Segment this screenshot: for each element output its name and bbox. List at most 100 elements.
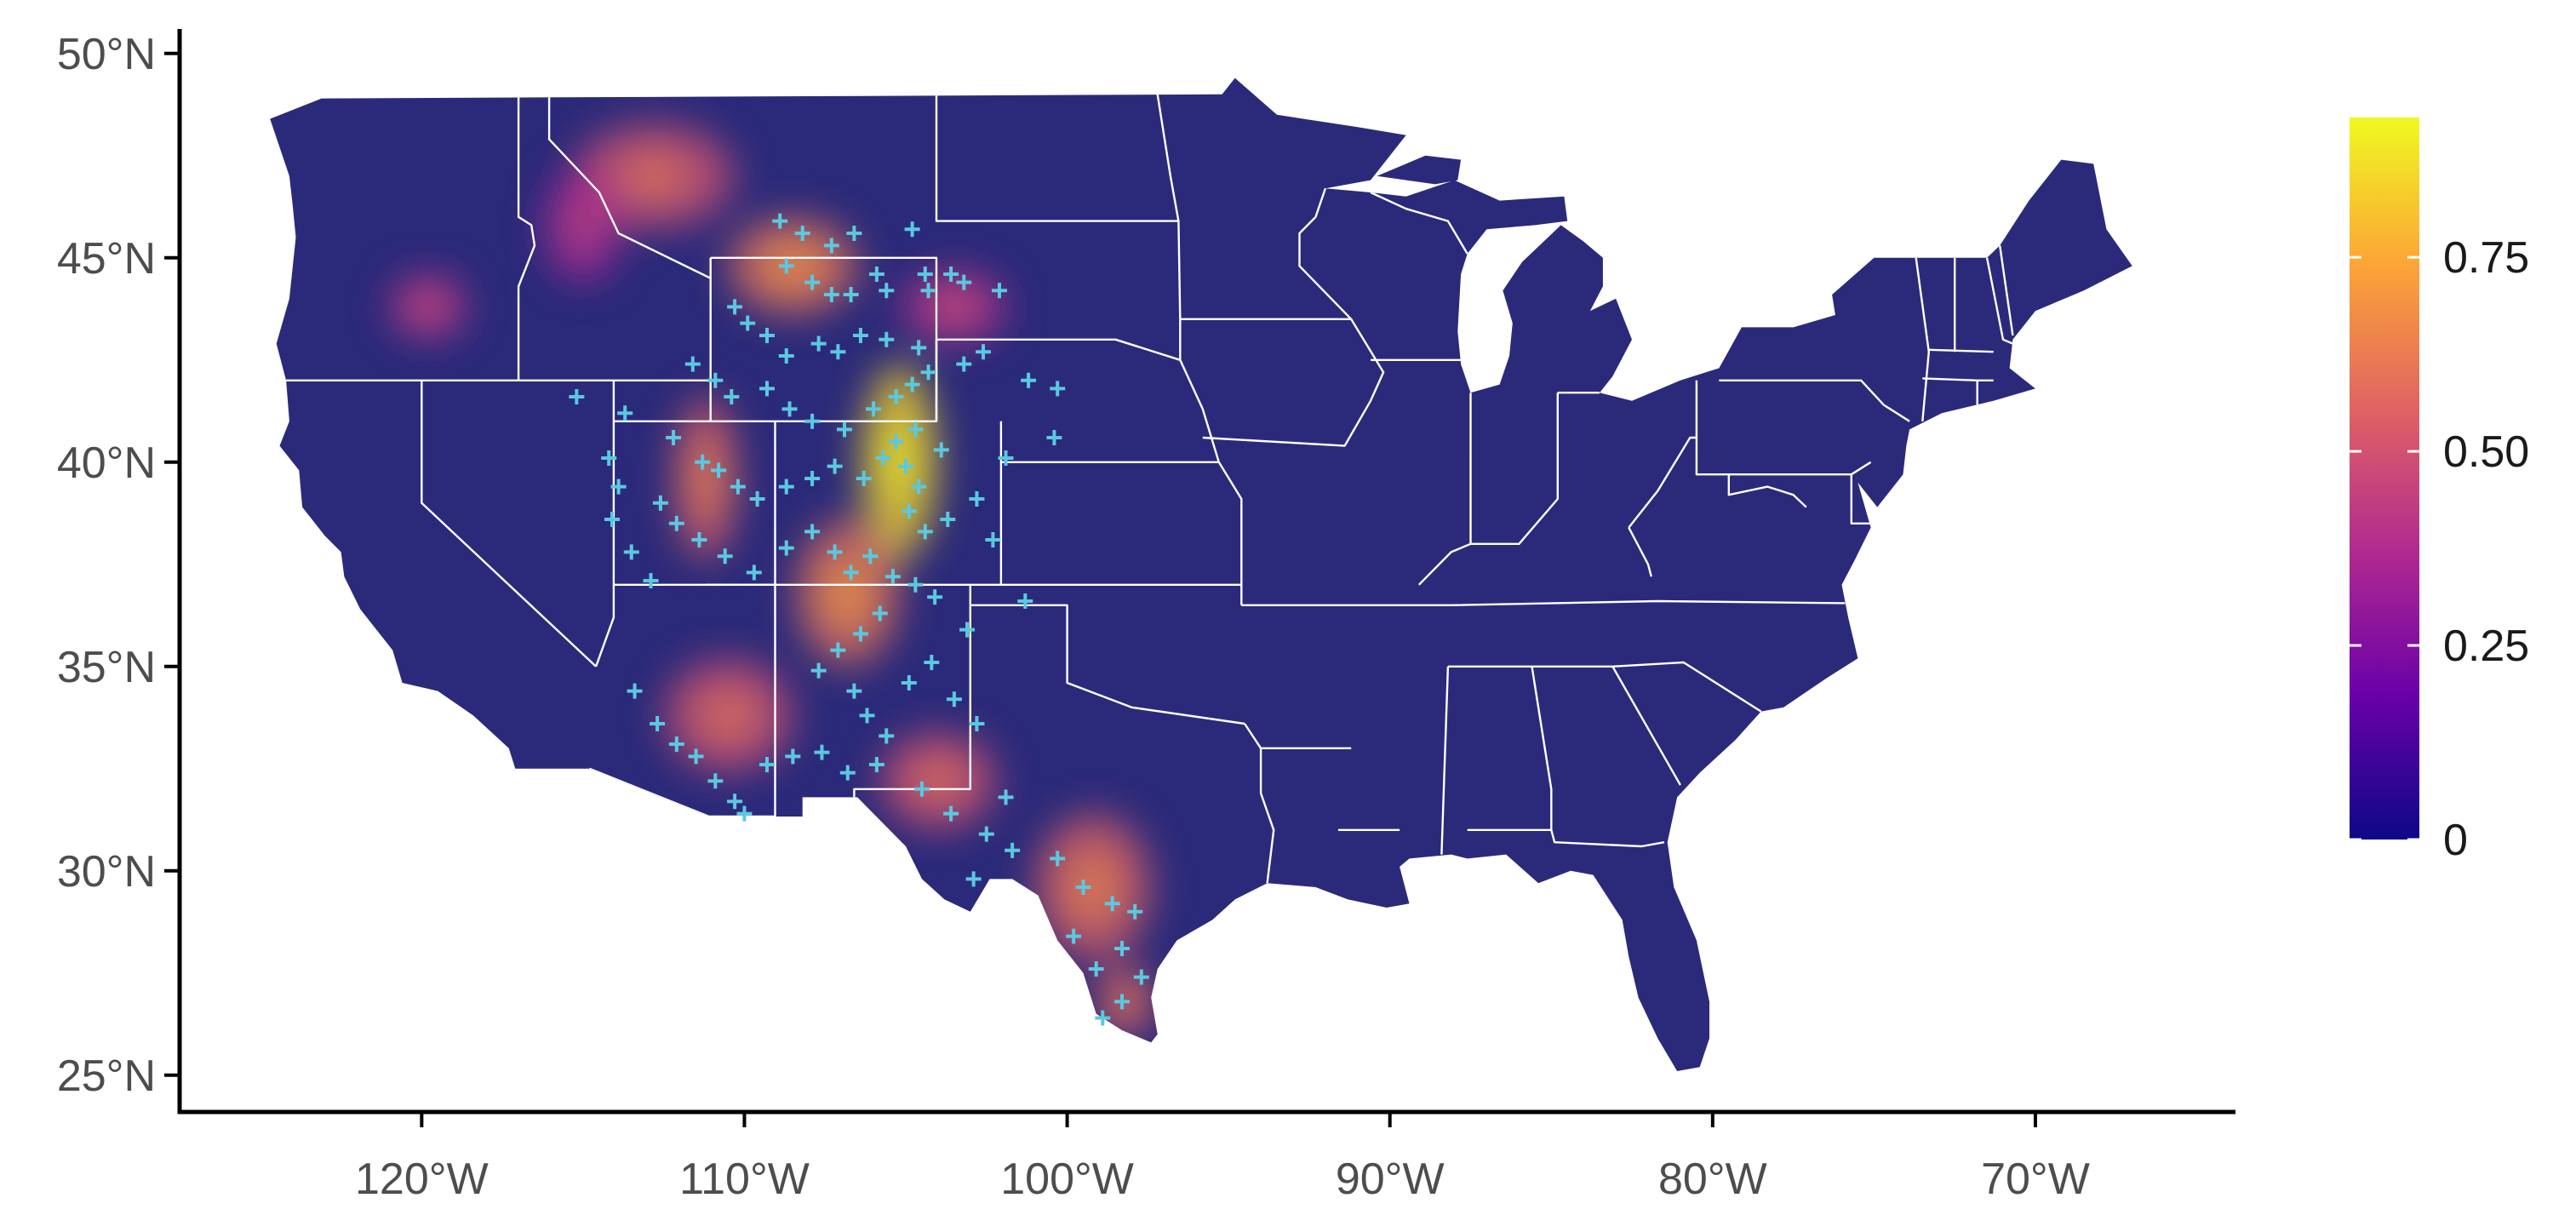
- observation-marker: [740, 315, 756, 331]
- x-tick-label: 90°W: [1336, 1155, 1445, 1204]
- observation-marker: [978, 826, 994, 842]
- observation-marker: [727, 794, 743, 810]
- observation-marker: [866, 401, 882, 417]
- observation-marker: [1127, 903, 1143, 920]
- observation-marker: [759, 381, 775, 397]
- observation-marker: [879, 283, 895, 299]
- intensity-core-3: [824, 559, 872, 627]
- observation-markers: [569, 213, 1149, 1026]
- observation-marker: [778, 540, 794, 556]
- state-border-2: [421, 380, 597, 668]
- state-border-29: [1417, 393, 1472, 586]
- observation-marker: [1066, 928, 1082, 944]
- observation-marker: [746, 565, 762, 581]
- intensity-core-0: [881, 417, 917, 507]
- state-border-47: [1999, 245, 2014, 336]
- observation-marker: [879, 728, 895, 744]
- state-border-10: [589, 767, 776, 818]
- observation-marker: [759, 328, 775, 343]
- intensity-core-9: [410, 292, 446, 322]
- state-border-19: [1179, 359, 1243, 605]
- observation-marker: [943, 805, 959, 822]
- observation-marker: [623, 544, 639, 560]
- state-border-40: [1611, 666, 1681, 786]
- observation-marker: [985, 532, 1001, 547]
- observation-marker: [846, 683, 862, 699]
- colorbar-gradient: [2350, 117, 2419, 840]
- observation-marker: [1005, 842, 1021, 858]
- observation-marker: [927, 589, 943, 605]
- y-tick-label: 45°N: [57, 234, 156, 284]
- observation-marker: [843, 565, 859, 581]
- observation-marker: [610, 479, 627, 495]
- observation-marker: [717, 548, 733, 565]
- observation-marker: [959, 622, 976, 638]
- observation-marker: [736, 805, 753, 822]
- observation-marker: [879, 331, 895, 347]
- observation-marker: [1104, 896, 1120, 912]
- observation-marker: [943, 266, 959, 282]
- x-tick-label: 120°W: [355, 1155, 489, 1204]
- lake-superior-shore: [1377, 155, 1462, 185]
- observation-marker: [836, 421, 852, 438]
- state-border-35: [1719, 379, 1910, 422]
- observation-marker: [604, 512, 621, 527]
- intensity-core-5: [912, 759, 965, 804]
- intensity-core-11: [565, 199, 601, 251]
- x-tick-label: 110°W: [679, 1155, 810, 1204]
- observation-marker: [1050, 381, 1066, 397]
- observation-marker: [804, 413, 821, 429]
- observation-marker: [724, 389, 740, 404]
- observation-marker: [839, 765, 856, 781]
- y-tick-label: 35°N: [57, 643, 156, 692]
- observation-marker: [691, 532, 707, 547]
- observation-marker: [810, 335, 827, 352]
- state-border-26: [1298, 187, 1353, 320]
- state-border-39: [1550, 829, 1665, 848]
- observation-marker: [875, 450, 891, 466]
- observation-marker: [830, 642, 846, 658]
- observation-marker: [846, 226, 862, 241]
- observation-marker: [688, 748, 704, 765]
- y-tick-label: 40°N: [57, 438, 156, 488]
- observation-marker: [827, 458, 843, 474]
- observation-marker: [843, 287, 859, 302]
- state-border-14: [935, 94, 1179, 222]
- intensity-core-10: [930, 289, 978, 324]
- observation-marker: [976, 344, 992, 360]
- observation-marker: [940, 512, 956, 527]
- observation-marker: [917, 266, 933, 282]
- x-axis-ticks: 120°W 110°W 100°W 90°W 80°W 70°W: [355, 1112, 2090, 1204]
- state-border-34: [1628, 527, 1652, 577]
- observation-marker: [601, 450, 617, 466]
- observation-marker: [904, 376, 920, 393]
- observation-marker: [946, 691, 962, 708]
- state-border-42: [1985, 257, 2013, 345]
- observation-marker: [1075, 880, 1091, 895]
- observation-marker: [666, 430, 682, 445]
- observation-marker: [998, 450, 1014, 466]
- observation-marker: [852, 328, 868, 343]
- state-border-49: [1850, 474, 1871, 524]
- state-border-41: [1915, 257, 1930, 421]
- observation-marker: [911, 479, 927, 495]
- observation-marker: [1017, 593, 1033, 609]
- observation-marker: [804, 524, 821, 540]
- observation-marker: [668, 736, 684, 752]
- observation-marker: [804, 471, 821, 486]
- observation-marker: [956, 356, 972, 372]
- state-border-17: [970, 604, 1245, 725]
- observation-marker: [727, 299, 743, 315]
- observation-marker: [778, 348, 794, 364]
- observation-marker: [917, 524, 933, 540]
- observation-marker: [707, 372, 724, 388]
- observation-marker: [969, 491, 985, 507]
- observation-marker: [749, 491, 765, 507]
- observation-marker: [859, 708, 875, 724]
- observation-marker: [827, 544, 843, 560]
- state-border-33: [1628, 436, 1697, 529]
- state-border-43: [1928, 348, 1994, 353]
- observation-marker: [933, 442, 949, 458]
- intensity-layer: [389, 123, 1154, 1039]
